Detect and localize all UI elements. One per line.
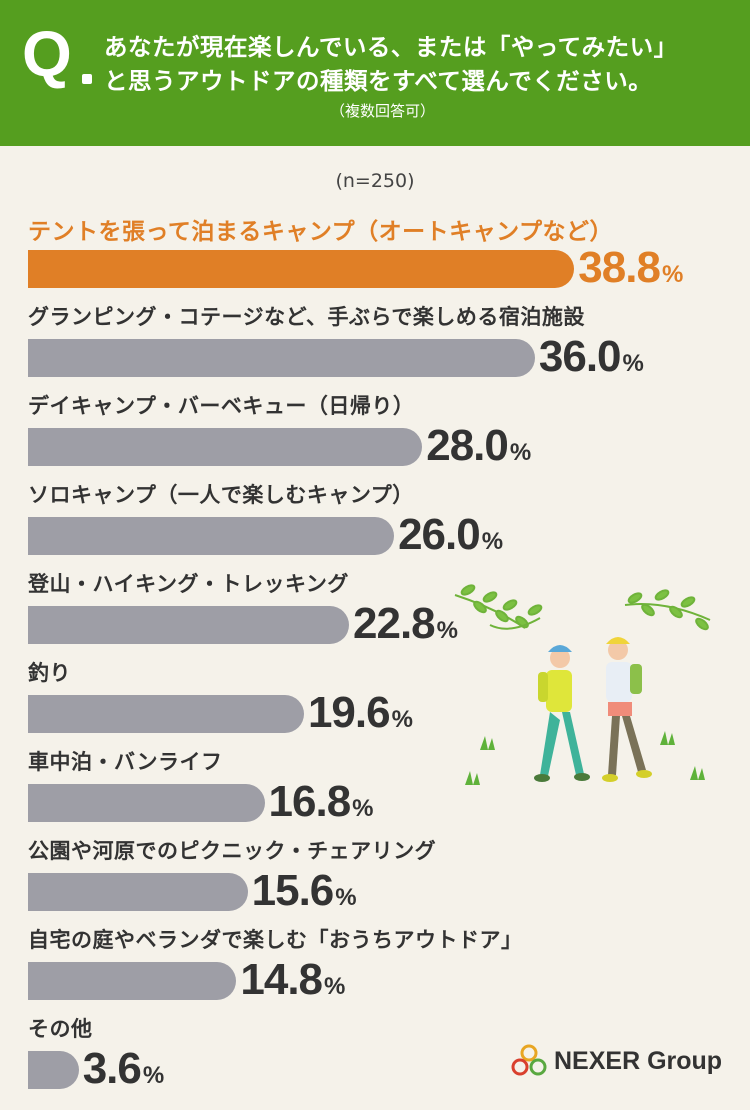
hiker-right-icon xyxy=(602,637,652,782)
leaf-branch-right-icon xyxy=(624,589,711,631)
leaf-branch-left-icon xyxy=(454,584,543,630)
value-label: 28.0% xyxy=(426,421,532,470)
value-label: 26.0% xyxy=(398,510,504,559)
bar xyxy=(28,339,535,377)
category-label: テントを張って泊まるキャンプ（オートキャンプなど） xyxy=(28,219,613,245)
value-label: 14.8% xyxy=(240,955,346,1004)
bar xyxy=(28,606,350,644)
bar xyxy=(28,517,395,555)
question-line-2: と思うアウトドアの種類をすべて選んでください。 xyxy=(104,67,653,95)
category-label: 釣り xyxy=(28,661,71,685)
bar xyxy=(28,873,248,911)
bar xyxy=(28,695,304,733)
hikers-illustration xyxy=(454,584,711,785)
value-label: 3.6% xyxy=(82,1044,165,1093)
value-label: 22.8% xyxy=(353,599,458,648)
value-label: 38.8% xyxy=(578,243,684,292)
logo-text: NEXER Group xyxy=(554,1046,723,1075)
bar xyxy=(28,1051,79,1089)
category-label: その他 xyxy=(28,1017,93,1041)
question-header: Q あなたが現在楽しんでいる、または「やってみたい」 と思うアウトドアの種類をす… xyxy=(0,0,750,146)
multiple-answer-note: （複数回答可） xyxy=(330,102,436,120)
category-label: 公園や河原でのピクニック・チェアリング xyxy=(28,839,437,863)
category-label: ソロキャンプ（一人で楽しむキャンプ） xyxy=(28,483,414,507)
question-line-1: あなたが現在楽しんでいる、または「やってみたい」 xyxy=(104,33,678,61)
value-label: 19.6% xyxy=(307,688,413,737)
nexer-group-logo: NEXER Group xyxy=(510,1044,722,1078)
value-label: 16.8% xyxy=(268,777,374,826)
nexer-rings-icon xyxy=(511,1044,547,1076)
bar xyxy=(28,428,423,466)
sample-size: (n=250) xyxy=(335,170,415,192)
category-label: デイキャンプ・バーベキュー（日帰り） xyxy=(28,394,415,418)
bar xyxy=(28,784,265,822)
hiker-left-icon xyxy=(534,645,590,782)
category-label: 登山・ハイキング・トレッキング xyxy=(28,572,349,596)
value-label: 36.0% xyxy=(538,332,644,381)
bar xyxy=(28,962,237,1000)
category-label: 車中泊・バンライフ xyxy=(28,750,223,774)
category-label: グランピング・コテージなど、手ぶらで楽しめる宿泊施設 xyxy=(28,305,585,329)
grass-icon xyxy=(465,731,705,785)
bar xyxy=(28,250,575,288)
q-dot-icon xyxy=(82,74,92,84)
category-label: 自宅の庭やベランダで楽しむ「おうちアウトドア」 xyxy=(28,928,523,952)
value-label: 15.6% xyxy=(251,866,357,915)
q-mark: Q xyxy=(22,18,72,90)
